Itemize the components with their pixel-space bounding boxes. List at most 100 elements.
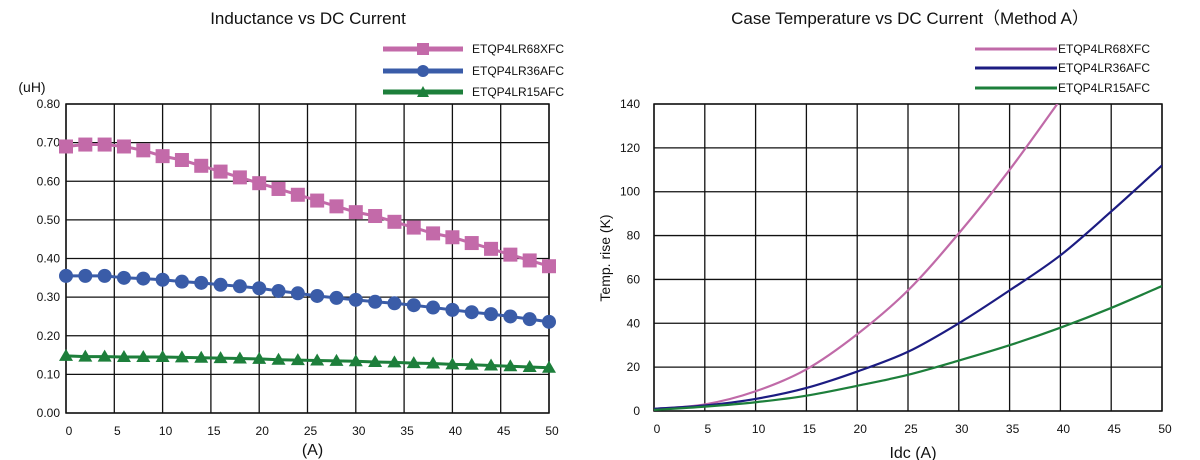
data-point-circle	[59, 268, 73, 283]
y-tick-label: 40	[627, 316, 641, 330]
data-point-square	[78, 137, 93, 152]
data-point-triangle	[136, 349, 151, 362]
data-point-triangle	[426, 356, 441, 369]
x-tick-label: 15	[207, 424, 221, 438]
data-point-square	[348, 205, 363, 220]
data-point-triangle	[290, 353, 305, 366]
data-point-square	[464, 236, 479, 251]
x-axis-label: (A)	[302, 442, 323, 459]
x-tick-label: 25	[904, 422, 918, 436]
data-point-square	[232, 170, 247, 185]
data-point-circle	[368, 294, 383, 309]
x-tick-label: 0	[654, 422, 661, 436]
data-point-triangle	[310, 353, 325, 366]
x-tick-label: 30	[955, 422, 969, 436]
x-tick-label: 5	[704, 422, 711, 436]
series-ETQP4LR68XFC	[654, 104, 1059, 410]
data-point-triangle	[445, 357, 460, 370]
data-point-circle	[348, 292, 363, 307]
data-point-circle	[252, 281, 267, 296]
data-point-square	[522, 253, 537, 268]
y-tick-label: 0.80	[37, 97, 61, 111]
series-ETQP4LR68XFC	[59, 137, 556, 274]
legend-marker-square	[417, 43, 429, 55]
data-point-square	[406, 220, 421, 235]
y-tick-label: 120	[620, 141, 640, 155]
y-tick-label: 0.70	[37, 136, 61, 150]
data-point-circle	[406, 298, 421, 313]
y-tick-label: 60	[627, 272, 641, 286]
series-ETQP4LR15AFC	[654, 284, 1162, 411]
data-point-square	[310, 193, 325, 208]
data-point-circle	[329, 290, 344, 305]
series-line	[654, 284, 1162, 411]
series-line	[654, 104, 1059, 410]
data-point-square	[136, 143, 151, 158]
x-tick-label: 40	[449, 424, 463, 438]
data-point-square	[194, 158, 209, 173]
x-axis-label: Idc (A)	[889, 445, 936, 460]
data-point-circle	[503, 309, 518, 324]
data-point-square	[503, 247, 518, 262]
y-tick-label: 0.10	[37, 367, 61, 381]
y-tick-label: 0.50	[37, 213, 61, 227]
x-tick-label: 35	[1006, 422, 1020, 436]
data-point-circle	[426, 300, 441, 315]
legend-label: ETQP4LR36AFC	[472, 64, 564, 78]
y-tick-label: 0.20	[37, 329, 61, 343]
data-point-triangle	[387, 355, 402, 368]
legend-item: ETQP4LR36AFC	[383, 64, 564, 78]
data-point-triangle	[232, 351, 247, 364]
legend-label: ETQP4LR36AFC	[1058, 61, 1150, 75]
legend-item: ETQP4LR15AFC	[975, 81, 1150, 95]
plot-frame	[65, 103, 550, 414]
legend-label: ETQP4LR15AFC	[1058, 81, 1150, 95]
y-tick-label: 0.30	[37, 290, 61, 304]
x-tick-label: 45	[1108, 422, 1122, 436]
data-point-square	[542, 259, 556, 274]
legend-marker-circle	[417, 65, 429, 77]
data-point-circle	[232, 279, 247, 294]
data-point-square	[59, 139, 73, 154]
data-point-triangle	[213, 351, 228, 364]
x-tick-label: 40	[1057, 422, 1071, 436]
legend-item: ETQP4LR68XFC	[975, 42, 1150, 56]
data-point-square	[97, 137, 112, 152]
x-tick-label: 0	[66, 424, 73, 438]
y-tick-label: 0.40	[37, 252, 61, 266]
data-point-square	[368, 209, 383, 224]
x-tick-label: 10	[159, 424, 173, 438]
data-point-triangle	[116, 349, 131, 362]
x-tick-label: 35	[400, 424, 414, 438]
x-tick-label: 15	[803, 422, 817, 436]
x-tick-label: 30	[352, 424, 366, 438]
data-point-triangle	[271, 352, 286, 365]
data-point-triangle	[155, 349, 170, 362]
data-point-triangle	[174, 350, 189, 363]
x-tick-label: 5	[114, 424, 121, 438]
data-point-circle	[290, 286, 305, 301]
data-point-circle	[445, 302, 460, 317]
x-tick-label: 50	[1158, 422, 1172, 436]
y-tick-label: 80	[627, 229, 641, 243]
data-point-triangle	[78, 349, 93, 362]
data-point-circle	[310, 288, 325, 303]
data-point-triangle	[406, 356, 421, 369]
data-point-circle	[136, 271, 151, 286]
data-point-circle	[116, 270, 131, 285]
data-point-circle	[194, 275, 209, 290]
legend-label: ETQP4LR68XFC	[1058, 42, 1150, 56]
data-point-triangle	[368, 355, 383, 368]
y-tick-label: 100	[620, 185, 640, 199]
data-point-triangle	[348, 354, 363, 367]
data-point-triangle	[503, 359, 518, 372]
data-point-square	[387, 214, 402, 229]
data-point-circle	[97, 268, 112, 283]
legend-marker-triangle	[417, 86, 429, 97]
data-point-circle	[387, 296, 402, 311]
data-point-circle	[174, 274, 189, 289]
data-point-circle	[484, 307, 499, 322]
y-tick-label: 140	[620, 97, 640, 111]
data-point-circle	[155, 272, 170, 287]
